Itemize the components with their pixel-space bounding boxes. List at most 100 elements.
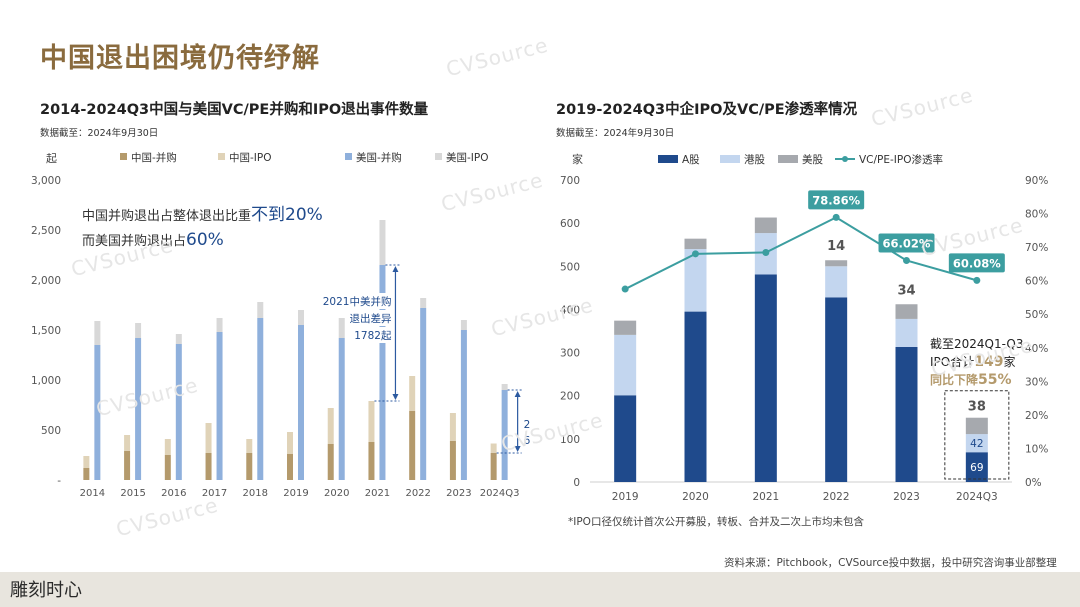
penetration-rate-point [621,285,629,293]
rate-label: 66.02% [883,236,931,250]
bar-美股 [895,304,918,319]
legend-label: 中国-IPO [229,151,271,164]
y-tick-label: 2,500 [31,225,61,237]
legend-label: 美股 [802,153,823,166]
x-tick-label: 2018 [243,488,268,499]
y-tick-label: 200 [560,391,580,403]
y-right-tick-label: 80% [1025,209,1048,221]
y-axis-unit: 起 [46,152,57,165]
y-right-tick-label: 70% [1025,242,1048,254]
right-chart: 家 A股 港股 美股 VC/PE-IPO渗透率 0 100 200 300 400 500 600 70… [560,152,1048,503]
rate-label: 60.08% [953,256,1001,270]
bar-中国-IPO [164,439,171,455]
x-tick-label: 2022 [405,488,430,499]
bar-中国-并购 [368,442,375,480]
arrow-head [514,446,521,452]
arrow-head [392,394,399,400]
bar-美股 [684,238,707,250]
y-right-tick-label: 30% [1025,376,1048,388]
y-tick-label: 700 [560,175,580,187]
y-tick-label: 1,500 [31,325,61,337]
gap-2021-label: 2021中美并购 [323,295,392,308]
y-right-tick-label: 10% [1025,443,1048,455]
rate-label-box [948,253,1005,273]
annotation-line2: 而美国并购退出占60% [82,230,224,250]
note-line: 截至2024Q1-Q3 [930,337,1023,351]
bar-港股 [895,318,918,347]
bottom-band [0,572,1080,607]
right-chart-title: 2019-2024Q3中企IPO及VC/PE渗透率情况 [556,102,858,118]
x-tick-label: 2016 [161,488,186,499]
label-background [355,310,394,326]
y-tick-label: 500 [41,425,61,437]
x-tick-label: 2019 [283,488,308,499]
x-tick-label: 2020 [682,491,709,503]
x-tick-label: 2015 [120,488,145,499]
q3-hk-label: 42 [970,438,983,450]
bar-中国-并购 [490,453,497,480]
note-highlight: 55% [978,372,1012,388]
legend-swatch [120,153,127,160]
rate-label-box [878,233,935,253]
rate-label: 78.86% [812,193,860,207]
bar-中国-并购 [409,411,416,480]
legend-swatch [720,155,740,163]
bar-中国-IPO [83,456,90,468]
legend-swatch [218,153,225,160]
y-right-tick-label: 40% [1025,343,1048,355]
right-chart-subtitle: 数据截至：2024年9月30日 [556,128,675,139]
y-axis-unit: 家 [572,152,583,166]
bar-港股 [614,334,637,396]
y-tick-label: 100 [560,434,580,446]
legend-label: 美国-IPO [446,151,488,164]
y-tick-label: 300 [560,348,580,360]
gap-2021-label: 1782起 [354,330,392,342]
penetration-rate-point [832,213,840,221]
rate-label-box [808,190,865,210]
bar-美国-IPO [379,220,386,265]
bar-港股 [965,434,988,453]
penetration-rate-point [762,248,770,256]
x-tick-label: 2023 [893,491,920,503]
bar-中国-并购 [287,454,293,480]
legend-label: 美国-并购 [356,151,402,164]
q3-a-label: 69 [970,462,983,474]
bar-美国-并购 [501,390,508,480]
bar-A股 [614,395,637,482]
note-line: IPO合计149家 [930,354,1015,370]
penetration-rate-point [692,250,699,258]
bar-中国-并购 [164,455,171,480]
bar-美股 [614,320,637,335]
penetration-rate-point [903,256,910,264]
bar-美国-并购 [175,344,182,480]
label-background [355,327,394,343]
ipo-footnote: *IPO口径仅统计首次公开募股，转板、合并及二次上市均未包含 [568,516,864,528]
y-right-tick-label: 0% [1025,477,1042,489]
bar-中国-IPO [246,439,253,453]
bar-美国-IPO [501,384,508,390]
arrow-head [392,266,399,272]
bar-美国-IPO [94,321,101,345]
y-tick-label: 2,000 [31,275,61,287]
bar-美国-并购 [338,338,345,480]
bar-美国-IPO [460,320,467,330]
gap-2024-label: 2024 [524,419,530,431]
x-tick-label: 2024Q3 [956,491,998,503]
legend-label: 中国-并购 [131,151,177,164]
bar-中国-并购 [124,451,131,480]
bar-港股 [684,249,707,312]
y-right-tick-label: 90% [1025,175,1048,187]
us-count-label: 34 [897,283,915,298]
bar-中国-IPO [368,401,375,442]
bar-中国-IPO [327,408,334,444]
bar-美国-并购 [298,325,304,480]
legend-swatch [435,153,442,160]
bar-美国-并购 [216,332,223,480]
y-tick-label: 3,000 [31,175,61,187]
bar-美国-并购 [257,318,264,480]
bar-中国-并购 [327,444,334,480]
q3-us-label: 38 [968,400,986,415]
y-right-tick-label: 60% [1025,276,1048,288]
bar-美国-IPO [175,334,182,344]
bar-美国-IPO [298,310,304,325]
